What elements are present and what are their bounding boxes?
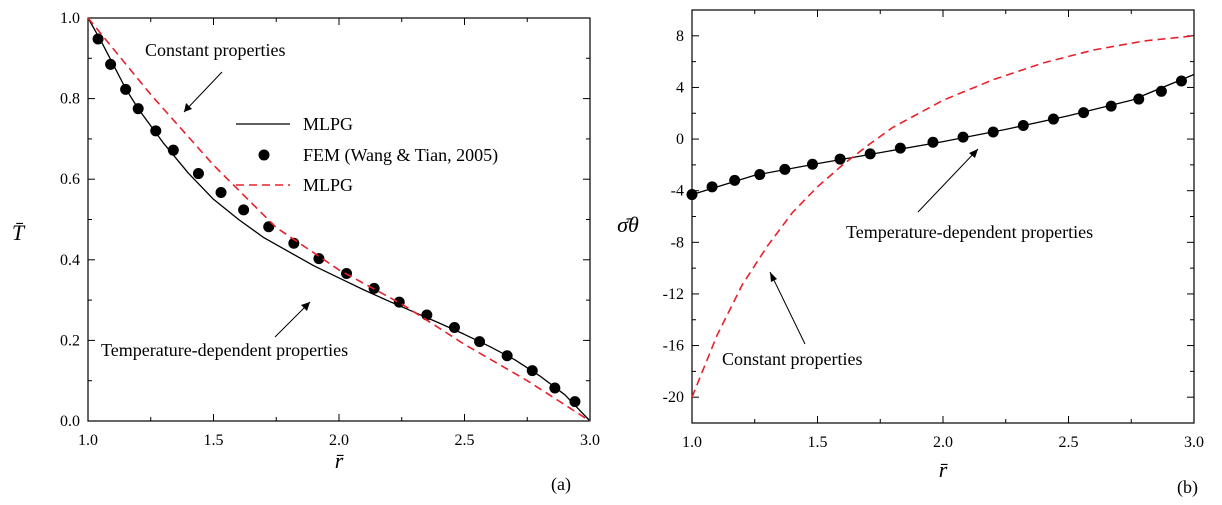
panel-b-tick-labels: 1.0 1.5 2.0 2.5 3.0 -20 -16 -12 -8 -4 0 4 8 xyxy=(663,28,1204,451)
panel-a-fem-point xyxy=(150,125,162,137)
panel-a-y-tick-label: 1.0 xyxy=(60,10,80,27)
panel-b-fem-point xyxy=(987,126,999,138)
panel-b-y-tick-label: -20 xyxy=(663,389,684,406)
panel-b-x-tick-label: 3.0 xyxy=(1184,434,1204,451)
panel-b-fem-point xyxy=(894,142,906,154)
panel-b-tag: (b) xyxy=(1177,477,1198,498)
panel-a-x-tick-label: 2.0 xyxy=(329,432,349,449)
panel-a-fem-point xyxy=(132,103,144,115)
panel-b-x-tick-label: 1.0 xyxy=(682,434,702,451)
panel-b-chart: 1.0 1.5 2.0 2.5 3.0 -20 -16 -12 -8 -4 0 4 8 Temperat… xyxy=(617,9,1204,498)
annotation-arrow-constant-b xyxy=(769,271,806,345)
legend-label-mlpg-solid: MLPG xyxy=(303,114,353,134)
panel-a-x-tick-label: 3.0 xyxy=(580,432,600,449)
panel-b-fem-point xyxy=(1175,75,1187,87)
panel-b-x-axis-title: r̄ xyxy=(939,457,949,482)
panel-a-fem-point xyxy=(120,83,132,95)
annotation-constant-properties: Constant properties xyxy=(145,40,285,60)
panel-b-fem-point xyxy=(834,153,846,165)
panel-a-x-tick-label: 1.0 xyxy=(78,432,98,449)
panel-a-fem-point xyxy=(549,382,561,394)
panel-b-x-tick-label: 2.5 xyxy=(1059,434,1079,451)
panel-a-tag: (a) xyxy=(551,474,571,495)
panel-b-constant-properties-line xyxy=(691,35,1195,398)
panel-b-y-tick-label: -12 xyxy=(663,286,684,303)
annotation-arrowhead-constant xyxy=(184,103,192,112)
panel-a-y-tick-label: 0.6 xyxy=(60,171,80,188)
panel-a-legend: MLPG FEM (Wang & Tian, 2005) MLPG xyxy=(236,114,498,195)
panel-a-fem-point xyxy=(167,144,179,156)
panel-a-x-tick-label: 2.5 xyxy=(455,432,475,449)
panel-b-fem-point xyxy=(927,136,939,148)
panel-a-fem-point xyxy=(313,253,325,265)
panel-b-fem-point xyxy=(729,174,741,186)
annotation-arrowhead-temperature-b xyxy=(969,149,978,158)
panel-b-fem-point xyxy=(1105,100,1117,112)
panel-b-y-tick-label: 8 xyxy=(676,28,684,45)
panel-a-x-tick-label: 1.5 xyxy=(204,432,224,449)
panel-b-fem-point xyxy=(806,158,818,170)
annotation-constant-properties-b: Constant properties xyxy=(722,349,862,369)
annotation-temperature-dependent: Temperature-dependent properties xyxy=(101,340,348,360)
annotation-arrow-temperature-b xyxy=(917,148,979,213)
panel-a-y-tick-label: 0.4 xyxy=(60,252,80,269)
legend-label-mlpg-dashed: MLPG xyxy=(303,175,353,195)
panel-a-fem-point xyxy=(474,336,486,348)
panel-b-fem-point xyxy=(864,148,876,160)
panel-b-series xyxy=(686,35,1195,398)
panel-a-fem-point xyxy=(215,186,227,198)
panel-a-fem-point xyxy=(92,33,104,45)
panel-a-fem-point xyxy=(569,396,581,408)
panel-a-mlpg-solid-line xyxy=(87,17,591,422)
panel-a-series xyxy=(87,17,591,422)
panel-b-y-tick-label: -4 xyxy=(671,183,684,200)
panel-a-tick-labels: 1.0 1.5 2.0 2.5 3.0 0.0 0.2 0.4 0.6 0.8 1.0 xyxy=(60,10,600,449)
panel-b-fem-point xyxy=(1133,93,1145,105)
panel-a-fem-point xyxy=(192,168,204,180)
panel-b-mlpg-solid-line xyxy=(691,73,1195,196)
panel-a-y-tick-label: 0.8 xyxy=(60,91,80,108)
panel-a-plot-frame xyxy=(87,17,591,422)
panel-b-x-tick-label: 1.5 xyxy=(808,434,828,451)
panel-b-y-tick-label: -8 xyxy=(671,234,684,251)
panel-a-fem-point xyxy=(263,221,275,233)
panel-b-y-axis-title: σ̄θ xyxy=(617,212,639,237)
panel-a-fem-point xyxy=(105,58,117,70)
panel-b-y-tick-label: 4 xyxy=(676,79,684,96)
panel-a-y-tick-label: 0.0 xyxy=(60,413,80,430)
panel-b-fem-point xyxy=(706,181,718,193)
panel-a-ticks xyxy=(87,17,591,422)
panel-b-y-tick-label: -16 xyxy=(663,338,684,355)
panel-b-fem-point xyxy=(957,131,969,143)
panel-b-fem-point xyxy=(779,163,791,175)
panel-b-fem-point xyxy=(1078,107,1090,119)
annotation-arrowhead-constant-b xyxy=(770,272,777,282)
legend-dot-swatch xyxy=(258,149,270,161)
panel-b-fem-point xyxy=(754,169,766,181)
panel-b-fem-point xyxy=(1155,85,1167,97)
panel-a-x-axis-title: r̄ xyxy=(335,448,345,473)
panel-a-fem-point xyxy=(526,365,538,377)
panel-a-fem-point xyxy=(448,322,460,334)
panel-a-fem-point xyxy=(501,350,513,362)
panel-b-x-tick-label: 2.0 xyxy=(933,434,953,451)
panel-b-fem-point xyxy=(1047,113,1059,125)
legend-label-fem: FEM (Wang & Tian, 2005) xyxy=(303,145,498,166)
annotation-arrow-constant xyxy=(183,71,223,113)
panel-a-chart: 1.0 1.5 2.0 2.5 3.0 0.0 0.2 0.4 0.6 0.8 1.0 MLPG F… xyxy=(12,10,600,495)
panel-a-y-tick-label: 0.2 xyxy=(60,332,80,349)
panel-a-fem-point xyxy=(393,296,405,308)
panel-b-fem-point xyxy=(686,189,698,201)
annotation-arrowhead-temperature xyxy=(301,302,310,311)
panel-a-constant-properties-line xyxy=(87,17,591,422)
panel-b-y-tick-label: 0 xyxy=(676,131,684,148)
panel-a-fem-point xyxy=(421,309,433,321)
panel-a-fem-point xyxy=(238,204,250,216)
annotation-temperature-dependent-b: Temperature-dependent properties xyxy=(846,222,1093,242)
panel-b-fem-point xyxy=(1017,120,1029,132)
panel-a-y-axis-title: T̄ xyxy=(12,220,26,245)
